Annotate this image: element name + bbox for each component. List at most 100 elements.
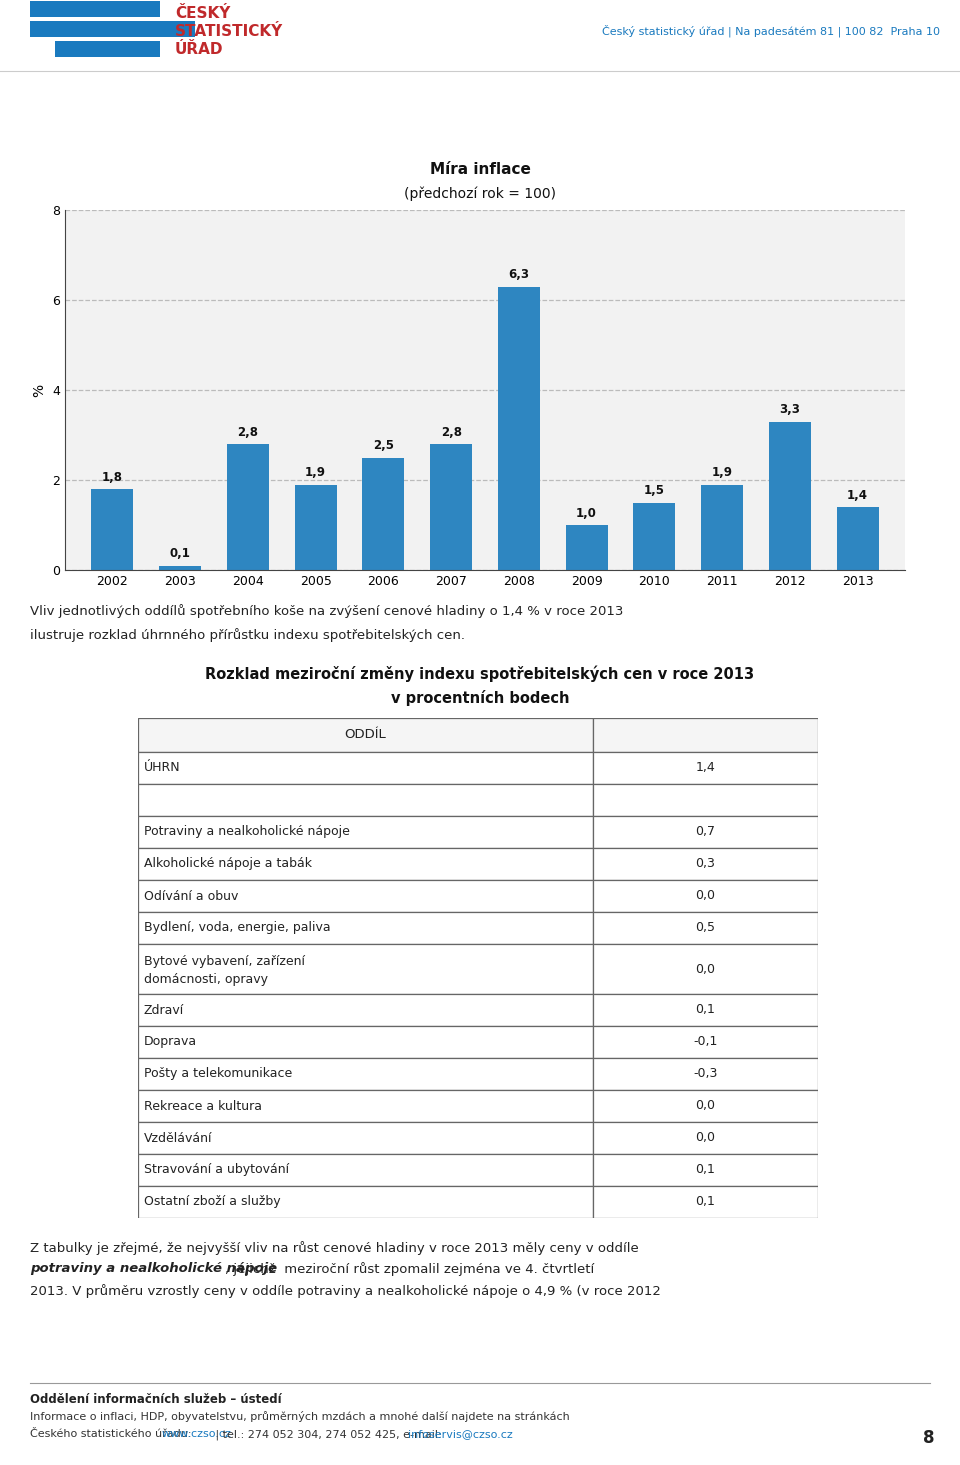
Text: Z tabulky je zřejmé, že nejvyšší vliv na růst cenové hladiny v roce 2013 měly ce: Z tabulky je zřejmé, že nejvyšší vliv na… xyxy=(30,1241,638,1256)
Text: 0,1: 0,1 xyxy=(170,546,191,560)
Bar xyxy=(138,816,593,848)
Text: 0,0: 0,0 xyxy=(695,889,715,902)
Text: 0,3: 0,3 xyxy=(696,857,715,870)
Bar xyxy=(227,444,269,570)
Text: 1,0: 1,0 xyxy=(576,507,597,520)
Bar xyxy=(634,502,675,570)
Text: Ostatní zboží a služby: Ostatní zboží a služby xyxy=(144,1195,280,1209)
Text: domácnosti, opravy: domácnosti, opravy xyxy=(144,974,268,986)
Bar xyxy=(593,752,818,784)
Text: Českého statistického úřadu:: Českého statistického úřadu: xyxy=(30,1428,195,1439)
Text: 0,1: 0,1 xyxy=(696,1004,715,1017)
Text: 2013. V průměru vzrostly ceny v oddíle potraviny a nealkoholické nápoje o 4,9 % : 2013. V průměru vzrostly ceny v oddíle p… xyxy=(30,1283,660,1298)
Text: (předchozí rok = 100): (předchozí rok = 100) xyxy=(404,186,556,201)
Text: ODDÍL: ODDÍL xyxy=(344,728,386,741)
Bar xyxy=(138,848,593,880)
Text: v procentních bodech: v procentních bodech xyxy=(391,690,569,706)
Text: Odívání a obuv: Odívání a obuv xyxy=(144,889,238,902)
Bar xyxy=(138,1090,593,1122)
Y-axis label: %: % xyxy=(33,384,47,397)
Bar xyxy=(138,943,593,993)
Text: 6,3: 6,3 xyxy=(509,268,529,281)
Bar xyxy=(138,913,593,943)
Bar xyxy=(55,41,160,57)
Bar xyxy=(593,993,818,1026)
Text: ÚŘAD: ÚŘAD xyxy=(175,41,224,57)
Text: , jejichž  meziroční růst zpomalil zejména ve 4. čtvrtletí: , jejichž meziroční růst zpomalil zejmén… xyxy=(226,1261,594,1276)
Text: Míra inflace: Míra inflace xyxy=(429,163,531,177)
Bar xyxy=(593,1154,818,1187)
Bar xyxy=(701,485,743,570)
Bar xyxy=(138,1187,593,1217)
Bar xyxy=(593,848,818,880)
Text: 0,0: 0,0 xyxy=(695,1131,715,1144)
Text: Zdraví: Zdraví xyxy=(144,1004,184,1017)
Bar xyxy=(159,565,202,570)
Text: 8: 8 xyxy=(924,1428,935,1447)
Bar xyxy=(91,489,133,570)
Bar xyxy=(30,21,195,37)
Text: 2,8: 2,8 xyxy=(237,426,258,438)
Bar xyxy=(430,444,472,570)
Text: 3,3: 3,3 xyxy=(780,403,801,416)
Text: ÚHRN: ÚHRN xyxy=(144,762,180,775)
Bar xyxy=(593,1026,818,1058)
Bar xyxy=(498,287,540,570)
Bar xyxy=(138,880,593,913)
Text: Vliv jednotlivých oddílů spotřebního koše na zvýšení cenové hladiny o 1,4 % v ro: Vliv jednotlivých oddílů spotřebního koš… xyxy=(30,604,623,618)
Text: 1,5: 1,5 xyxy=(644,483,665,497)
Text: ANALÝZA: ANALÝZA xyxy=(22,100,128,119)
Bar xyxy=(593,784,818,816)
Text: ilustruje rozklad úhrnného přírůstku indexu spotřebitelských cen.: ilustruje rozklad úhrnného přírůstku ind… xyxy=(30,628,465,642)
Bar xyxy=(593,913,818,943)
Bar xyxy=(565,524,608,570)
Text: Rekreace a kultura: Rekreace a kultura xyxy=(144,1100,262,1112)
Text: Bydlení, voda, energie, paliva: Bydlení, voda, energie, paliva xyxy=(144,921,330,935)
Bar xyxy=(295,485,337,570)
Bar xyxy=(138,1058,593,1090)
Text: -0,1: -0,1 xyxy=(693,1036,718,1049)
Text: Doprava: Doprava xyxy=(144,1036,197,1049)
Bar xyxy=(769,422,811,570)
Text: 1,4: 1,4 xyxy=(696,762,715,775)
Text: 0,0: 0,0 xyxy=(695,963,715,976)
Text: Pošty a telekomunikace: Pošty a telekomunikace xyxy=(144,1068,292,1081)
Text: ČESKÝ: ČESKÝ xyxy=(175,6,230,21)
Text: 1,9: 1,9 xyxy=(305,466,326,479)
Text: Oddělení informačních služeb – ústedí: Oddělení informačních služeb – ústedí xyxy=(30,1393,281,1406)
Text: STATISTICKÝ: STATISTICKÝ xyxy=(175,23,283,38)
Bar xyxy=(593,1090,818,1122)
Bar xyxy=(593,1058,818,1090)
Bar xyxy=(593,1122,818,1154)
Text: 1,8: 1,8 xyxy=(102,470,123,483)
Bar xyxy=(138,1122,593,1154)
Text: -0,3: -0,3 xyxy=(693,1068,718,1081)
Bar xyxy=(138,752,593,784)
Bar xyxy=(593,816,818,848)
Text: 0,0: 0,0 xyxy=(695,1100,715,1112)
Bar xyxy=(138,993,593,1026)
Bar xyxy=(362,457,404,570)
Bar xyxy=(30,1,160,18)
Text: Alkoholické nápoje a tabák: Alkoholické nápoje a tabák xyxy=(144,857,312,870)
Text: Vzdělávání: Vzdělávání xyxy=(144,1131,212,1144)
Text: Český statistický úřad | Na padesátém 81 | 100 82  Praha 10: Český statistický úřad | Na padesátém 81… xyxy=(602,25,940,37)
Bar xyxy=(138,784,593,816)
Bar xyxy=(138,1026,593,1058)
Text: www.czso.cz: www.czso.cz xyxy=(162,1428,231,1439)
Text: | tel.: 274 052 304, 274 052 425, e-mail:: | tel.: 274 052 304, 274 052 425, e-mail… xyxy=(212,1428,445,1440)
Text: Rozklad meziroční změny indexu spotřebitelských cen v roce 2013: Rozklad meziroční změny indexu spotřebit… xyxy=(205,665,755,683)
Text: 0,5: 0,5 xyxy=(695,921,715,935)
Text: Bytové vybavení, zařízení: Bytové vybavení, zařízení xyxy=(144,955,305,968)
Text: Potraviny a nealkoholické nápoje: Potraviny a nealkoholické nápoje xyxy=(144,825,349,838)
Text: 0,7: 0,7 xyxy=(695,825,715,838)
Bar xyxy=(593,943,818,993)
Text: 2,8: 2,8 xyxy=(441,426,462,438)
Text: 2,5: 2,5 xyxy=(372,440,394,453)
Bar xyxy=(138,718,593,752)
Text: Stravování a ubytování: Stravování a ubytování xyxy=(144,1163,289,1176)
Bar xyxy=(836,507,878,570)
Text: 0,1: 0,1 xyxy=(696,1195,715,1209)
Bar xyxy=(593,1187,818,1217)
Text: potraviny a nealkoholické nápoje: potraviny a nealkoholické nápoje xyxy=(30,1261,277,1275)
